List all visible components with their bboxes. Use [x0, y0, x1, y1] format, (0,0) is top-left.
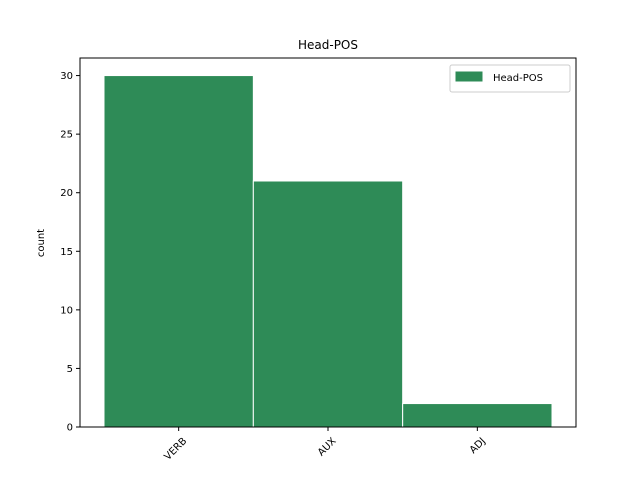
x-tick-label-aux: AUX [316, 436, 339, 459]
bars-layer [103, 75, 553, 428]
x-tick-label-verb: VERB [162, 436, 189, 463]
plot-frame [79, 57, 577, 428]
y-tick-label: 10 [60, 305, 73, 316]
y-tick-label: 15 [60, 247, 73, 258]
y-tick-label: 30 [60, 71, 73, 82]
y-tick-label: 25 [60, 130, 73, 141]
bar-verb [103, 75, 254, 428]
y-tick-label: 20 [60, 188, 73, 199]
y-tick-label: 0 [67, 423, 73, 434]
x-tick-label-adj: ADJ [468, 436, 488, 456]
legend: Head-POS [449, 64, 571, 93]
chart-title: Head-POS [298, 38, 358, 52]
bar-adj [402, 403, 553, 428]
y-axis-ticks: 0 5 10 15 20 25 30 [60, 71, 80, 434]
y-axis-title: count [36, 229, 47, 257]
legend-swatch [454, 70, 484, 83]
legend-label: Head-POS [493, 73, 543, 84]
bar-aux [252, 180, 404, 428]
y-tick-label: 5 [67, 364, 73, 375]
x-axis-ticks: VERB AUX ADJ [162, 427, 488, 463]
